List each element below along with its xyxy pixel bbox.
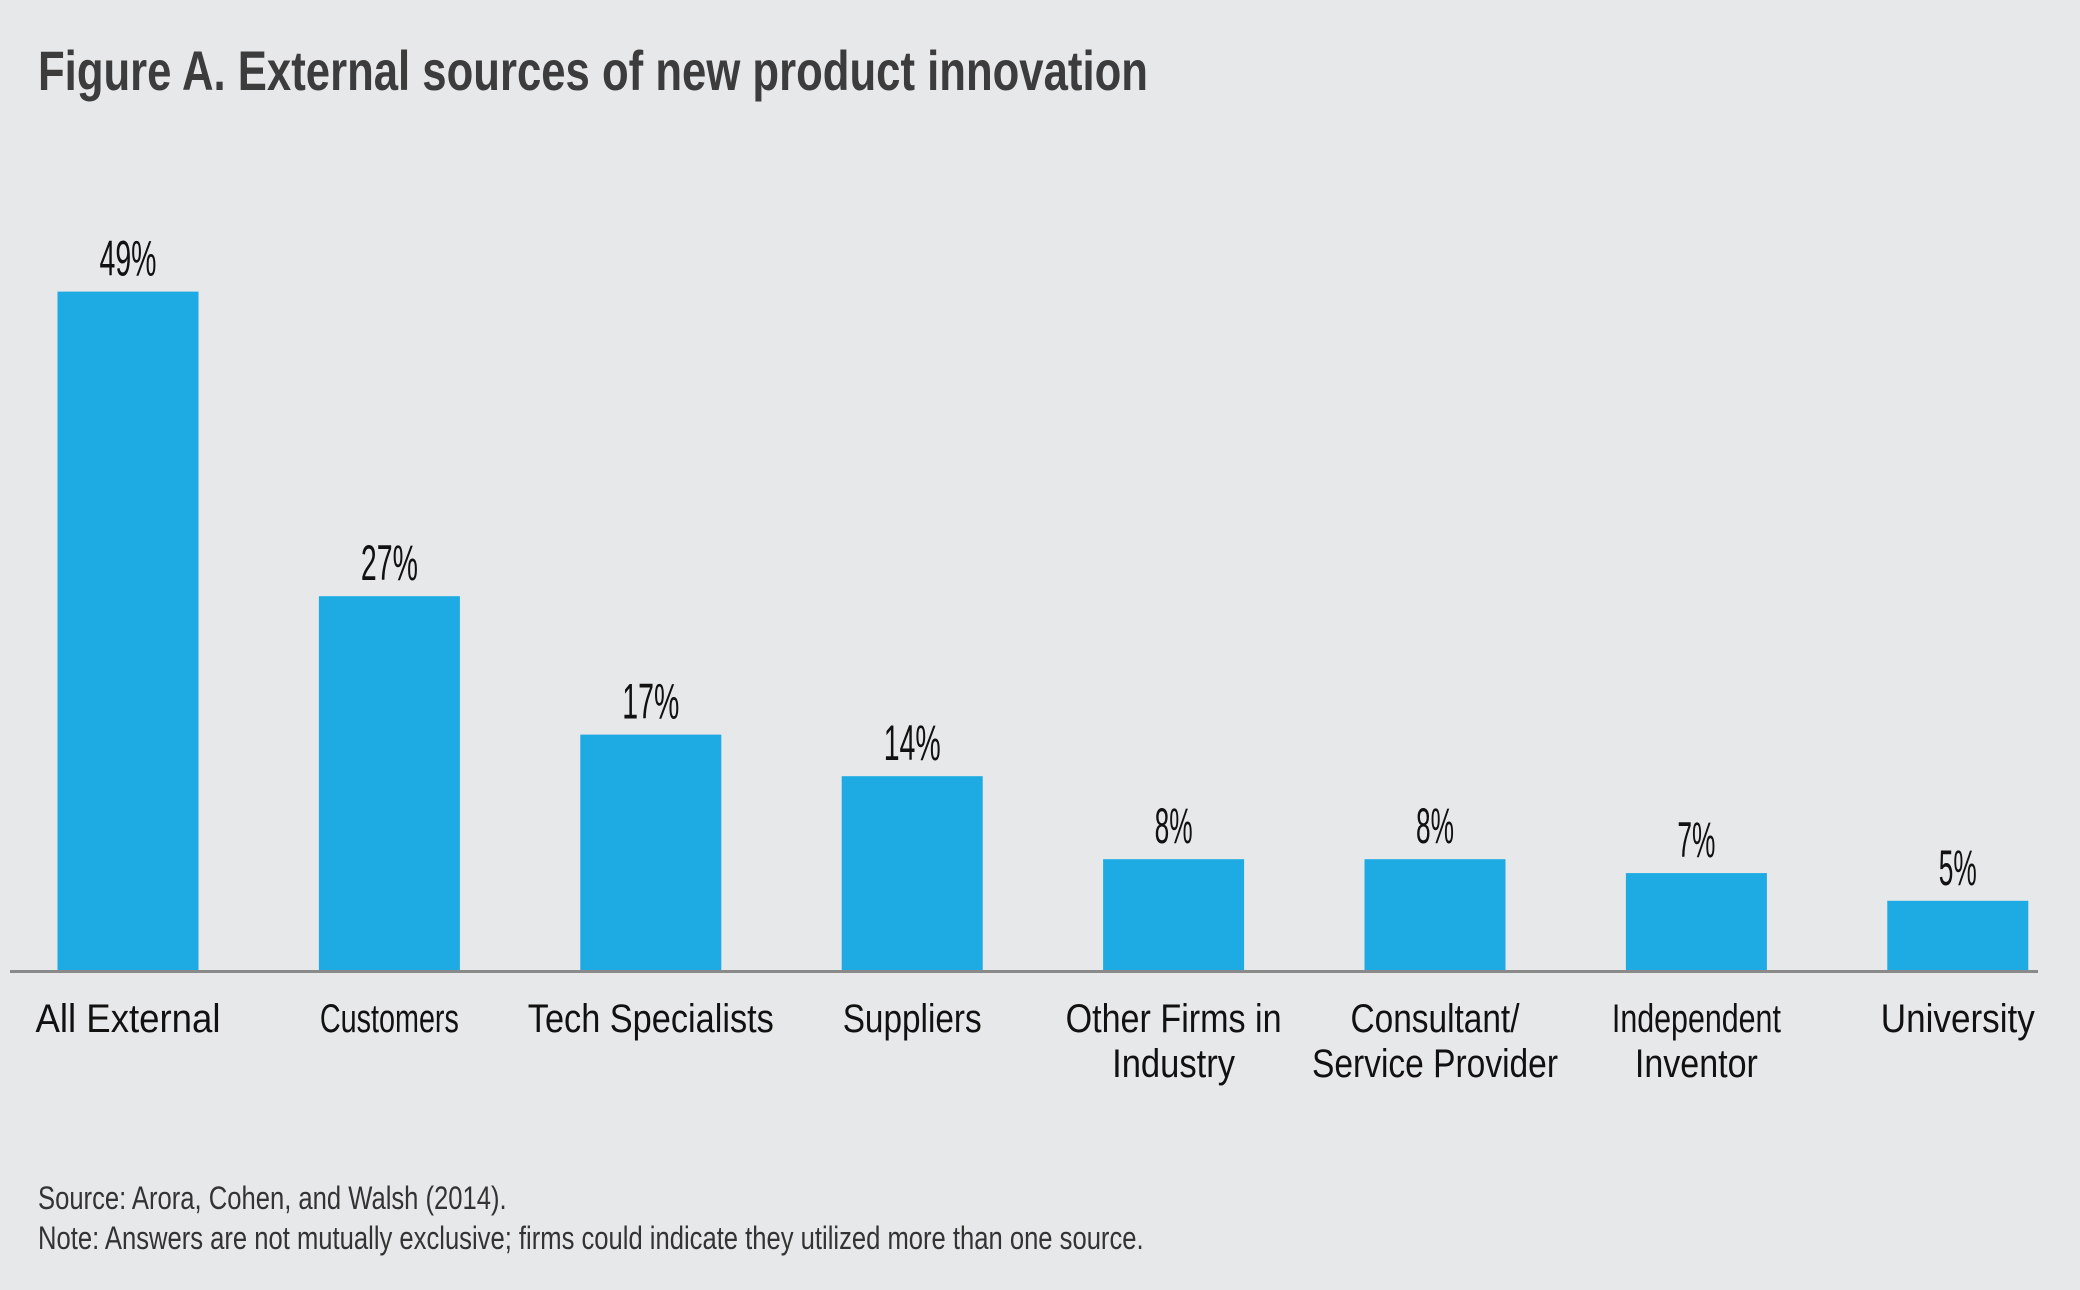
value-label: 27% (361, 535, 418, 591)
bar (1364, 859, 1506, 970)
bars-layer (57, 291, 2029, 971)
bar (1103, 859, 1245, 970)
category-label: Other Firms in (1066, 997, 1282, 1041)
category-label: Service Provider (1312, 1042, 1558, 1086)
value-label: 14% (884, 715, 941, 771)
footnotes: Source: Arora, Cohen, and Walsh (2014). … (38, 1178, 1144, 1258)
value-label: 5% (1939, 840, 1977, 896)
source-note: Source: Arora, Cohen, and Walsh (2014). (38, 1180, 507, 1216)
bar (1887, 900, 2029, 970)
value-label: 7% (1677, 812, 1715, 868)
chart-title: Figure A. External sources of new produc… (38, 39, 1148, 102)
bar (57, 291, 199, 971)
category-label: University (1881, 997, 2035, 1041)
category-label: All External (36, 997, 221, 1041)
category-label: Industry (1112, 1042, 1235, 1086)
explanatory-note: Note: Answers are not mutually exclusive… (38, 1220, 1144, 1256)
category-label: Inventor (1635, 1042, 1758, 1086)
value-label: 8% (1416, 798, 1454, 854)
value-label: 8% (1155, 798, 1193, 854)
bar (841, 776, 983, 970)
category-label: Consultant/ (1351, 997, 1521, 1041)
category-label: Independent (1612, 997, 1781, 1041)
category-label: Tech Specialists (528, 997, 774, 1041)
bar (318, 596, 460, 970)
category-labels-layer: All External Customers Tech Specialists Sup… (36, 997, 2035, 1086)
bar (580, 734, 722, 970)
value-label: 17% (622, 674, 679, 730)
bar (1625, 873, 1767, 970)
value-labels-layer: 49% 27% 17% 14% 8% 8% 7% 5% (100, 231, 1977, 896)
category-label: Customers (320, 997, 459, 1041)
category-label: Suppliers (843, 997, 982, 1041)
value-label: 49% (100, 231, 157, 287)
